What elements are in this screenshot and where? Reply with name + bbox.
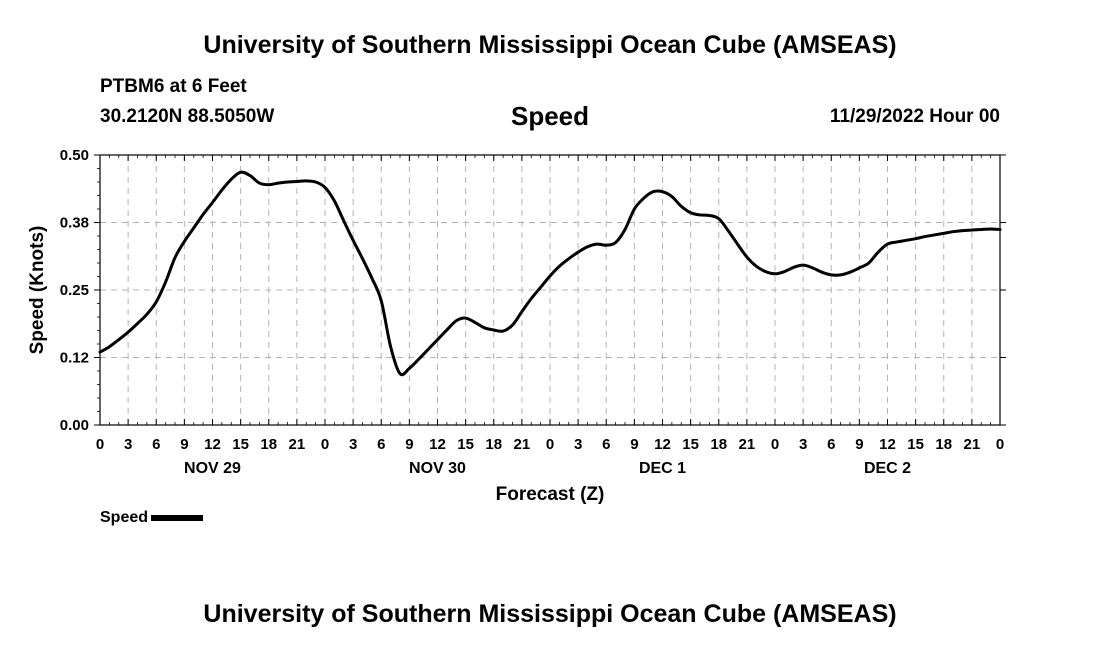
x-tick-label: 12 [429,436,446,453]
x-tick-label: 9 [180,436,188,453]
x-tick-label: 18 [935,436,952,453]
x-tick-label: 18 [710,436,727,453]
x-tick-label: 21 [964,436,981,453]
x-tick-label: 3 [799,436,807,453]
speed-series-line [98,170,1002,377]
plot-frame [99,154,1001,426]
day-label: NOV 30 [409,460,466,477]
x-tick-label: 18 [485,436,502,453]
label-layer: 0 3 6 9 12 15 18 21 0 3 6 9 12 15 18 21 0 3 6 9 12 15 18 21 0 3 6 9… [60,147,1004,477]
x-tick-label: 6 [152,436,160,453]
x-tick-label: 6 [827,436,835,453]
forecast-timestamp: 11/29/2022 Hour 00 [829,106,1000,127]
y-tick-label: 0.12 [60,350,89,367]
x-tick-label: 0 [321,436,329,453]
x-tick-label: 9 [855,436,863,453]
day-label: NOV 29 [184,460,241,477]
x-tick-label: 15 [907,436,924,453]
day-label: DEC 2 [864,460,911,477]
x-tick-label: 0 [996,436,1004,453]
station-coordinates: 30.2120N 88.5050W [100,106,275,127]
legend: Speed [100,509,204,527]
x-tick-label: 9 [630,436,638,453]
footer-title: University of Southern Mississippi Ocean… [203,600,897,628]
chart-title: University of Southern Mississippi Ocean… [203,31,897,59]
x-tick-label: 12 [879,436,896,453]
grid-layer [100,155,1000,425]
x-tick-label: 18 [260,436,277,453]
x-tick-label: 15 [232,436,249,453]
x-tick-label: 12 [204,436,221,453]
variable-title: Speed [510,101,590,131]
x-tick-label: 12 [654,436,671,453]
station-label: PTBM6 at 6 Feet [100,76,247,97]
x-tick-label: 3 [349,436,357,453]
x-tick-label: 21 [739,436,756,453]
y-tick-label: 0.00 [60,417,89,434]
x-tick-label: 6 [377,436,385,453]
x-axis-label: Forecast (Z) [496,484,605,505]
y-tick-label: 0.38 [60,215,89,232]
y-tick-label: 0.25 [60,282,89,299]
x-tick-label: 9 [405,436,413,453]
y-tick-label: 0.50 [60,147,89,164]
x-tick-label: 21 [514,436,531,453]
legend-label: Speed [100,509,149,526]
x-tick-label: 15 [457,436,474,453]
x-tick-label: 15 [682,436,699,453]
legend-swatch [151,514,204,521]
x-tick-label: 3 [124,436,132,453]
x-tick-label: 0 [96,436,104,453]
x-tick-label: 0 [771,436,779,453]
day-label: DEC 1 [639,460,686,477]
x-tick-label: 3 [574,436,582,453]
y-axis-label: Speed (Knots) [27,226,48,355]
x-tick-label: 0 [546,436,554,453]
x-tick-label: 6 [602,436,610,453]
x-tick-label: 21 [289,436,306,453]
